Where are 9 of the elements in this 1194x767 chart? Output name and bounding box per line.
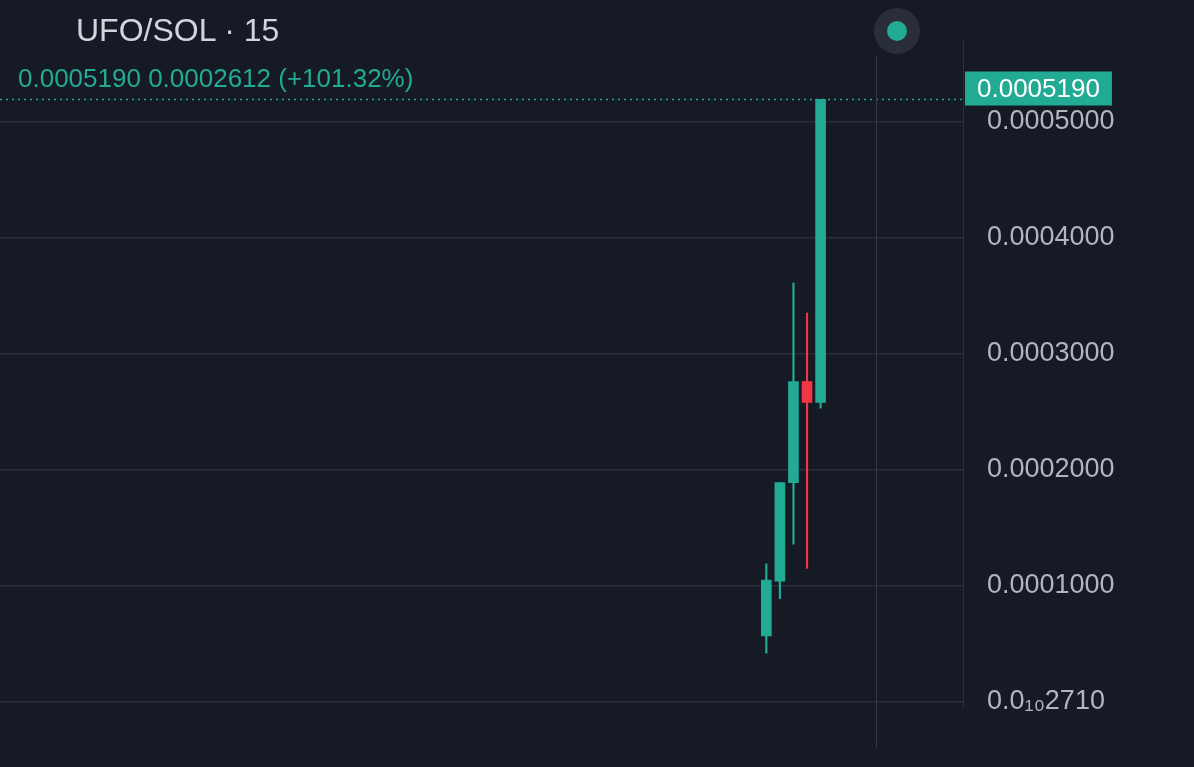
annotation: 0.0005190 0.0002612 (+101.32%) [18,63,414,94]
y-tick-label: 0.0004000 [987,221,1115,252]
y-tick-label: 0.0003000 [987,337,1115,368]
ref-line-label: 0.0005190 [977,72,1100,103]
y-tick-label: 0.0001000 [987,569,1115,600]
chart-title: UFO/SOL · 15 [70,12,286,49]
y-tick-label: 0.0005000 [987,104,1115,135]
y-tick-label: 0.0002000 [987,453,1115,484]
y-tick-label: 0.0₁₀2710 [987,685,1105,716]
